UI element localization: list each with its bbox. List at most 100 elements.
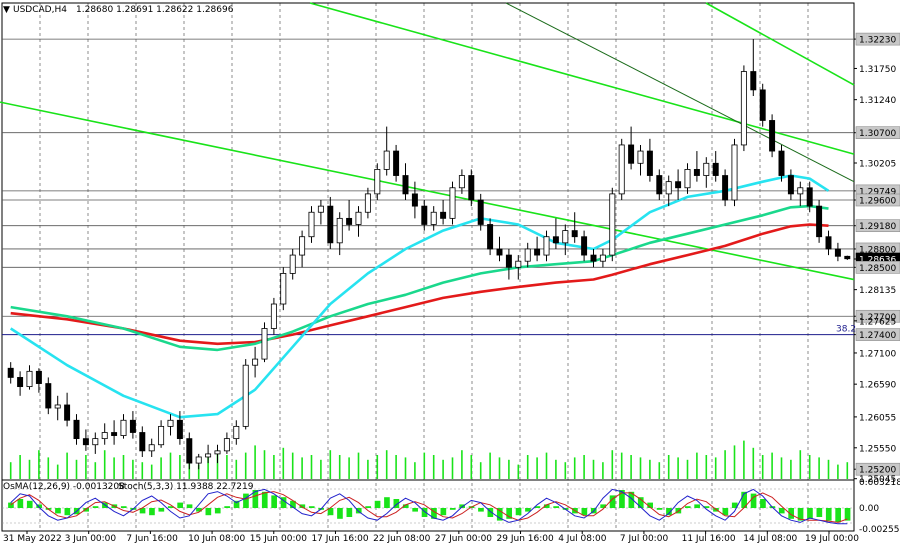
osma-bar: [167, 506, 174, 508]
x-tick-label: 7 Jul 00:00: [620, 534, 669, 544]
candle-body: [129, 419, 136, 433]
x-tick-label: 31 May 2022: [3, 534, 62, 544]
osma-bar: [243, 493, 249, 508]
candle-body: [120, 419, 127, 436]
chart-header: ▼ USDCAD,H4 1.28680 1.28691 1.28622 1.28…: [3, 5, 234, 15]
osma-bar: [36, 504, 42, 508]
osma-bar: [666, 508, 672, 516]
y-tick-label: 1.32230: [859, 36, 896, 46]
osma-bar: [684, 506, 691, 508]
candle-body: [7, 367, 14, 378]
osma-bar: [55, 508, 61, 514]
candle-body: [477, 199, 484, 225]
candle-body: [524, 248, 531, 262]
osma-bar: [186, 504, 193, 508]
candle-body: [496, 248, 503, 256]
candle-body: [543, 236, 550, 256]
candle-body: [806, 187, 813, 207]
y-tick-label: 1.29749: [859, 187, 896, 197]
osma-bar: [656, 508, 663, 510]
candle-body: [430, 211, 437, 225]
osma-bar: [120, 506, 127, 508]
candle-body: [411, 193, 418, 207]
osma-bar: [299, 504, 306, 508]
osma-bar: [205, 508, 212, 516]
level-price-tag: [855, 261, 900, 274]
candle-body: [637, 150, 644, 164]
y-tick-label: 1.26055: [859, 413, 896, 423]
osma-bar: [844, 508, 851, 521]
osma-bar: [421, 508, 428, 517]
y-tick-label: 1.28800: [859, 245, 896, 255]
candle-body: [73, 419, 80, 440]
osma-bar: [346, 508, 353, 517]
x-tick-label: 4 Jul 08:00: [558, 534, 607, 544]
x-tick-label: 7 Jun 16:00: [126, 534, 178, 544]
candle-body: [731, 144, 738, 201]
osma-bar: [750, 493, 757, 508]
level-price-tag: [855, 193, 900, 207]
candle-body: [233, 425, 240, 440]
candle-body: [562, 230, 569, 244]
candle-body: [665, 181, 672, 195]
osma-bar: [139, 508, 146, 514]
x-tick-label: 22 Jun 08:00: [373, 534, 430, 544]
candle-body: [26, 370, 33, 388]
channel-line-upper-right: [705, 2, 855, 86]
candle-body: [458, 175, 465, 189]
level-price-tag: [855, 126, 900, 140]
y-tick-label: 1.27625: [859, 317, 896, 327]
x-tick-label: 11 Jul 16:00: [682, 534, 736, 544]
candle-body: [299, 236, 306, 256]
osma-bar: [196, 508, 202, 512]
candle-body: [308, 211, 315, 238]
candle-body: [505, 254, 512, 268]
osma-bar: [600, 504, 606, 508]
dropdown-triangle-icon[interactable]: ▼: [3, 5, 10, 15]
candle-body: [740, 71, 747, 146]
candle-body: [834, 248, 841, 257]
candle-body: [383, 150, 390, 170]
candle-body: [402, 175, 409, 195]
candle-body: [722, 175, 729, 201]
osma-bar: [788, 508, 794, 519]
osma-bar: [543, 504, 550, 508]
oscillator-panel: [2, 488, 854, 525]
osma-bar: [290, 500, 296, 508]
osma-bar: [412, 508, 418, 512]
y-tick-label: 1.27100: [859, 349, 896, 359]
osma-bar: [778, 508, 785, 514]
x-tick-label: 27 Jun 00:00: [435, 534, 492, 544]
candle-body: [195, 456, 202, 464]
osma-bar: [835, 508, 841, 523]
candle-body: [844, 255, 851, 260]
symbol-label: USDCAD,H4: [13, 5, 67, 15]
osma-bar: [459, 504, 465, 508]
volume-bars: [9, 440, 849, 479]
level-price-tag: [855, 219, 900, 233]
y-tick-label: 1.28636: [859, 255, 896, 265]
osma-bar: [797, 508, 804, 521]
candle-body: [759, 89, 766, 121]
osma-bar: [233, 500, 240, 508]
y-tick-label: 1.28500: [859, 264, 896, 274]
candle-body: [581, 236, 588, 256]
y-tick-label: 1.25200: [859, 466, 896, 476]
osma-bar: [252, 490, 259, 508]
x-tick-label: 10 Jun 08:00: [188, 534, 245, 544]
osma-bar: [271, 495, 277, 508]
osma-bar: [506, 508, 512, 519]
x-tick-label: 14 Jul 08:00: [743, 534, 797, 544]
stoch-label: Stoch(5,3,3) 11.9388 22.7219: [118, 482, 254, 492]
level-price-tag: [855, 462, 900, 476]
candle-body: [355, 211, 362, 225]
osma-bar: [177, 502, 183, 508]
candle-body: [618, 144, 625, 195]
candle-body: [393, 150, 400, 176]
candle-body: [223, 438, 230, 452]
osma-bar: [393, 499, 400, 508]
candle-body: [712, 162, 719, 176]
osma-bar: [628, 491, 635, 508]
candle-body: [487, 224, 494, 250]
stoch-signal-line: [10, 491, 848, 523]
